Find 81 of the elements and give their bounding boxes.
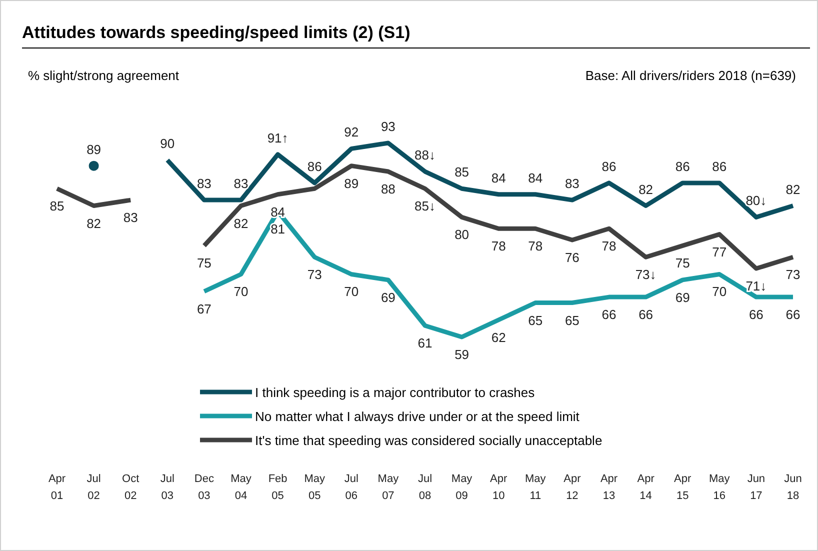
x-tick-label: Apr 14 [637, 473, 655, 502]
x-tick-label: May 04 [230, 473, 252, 502]
x-tick-label: Jun 18 [784, 473, 802, 502]
data-label: 82 [638, 182, 654, 197]
x-tick-label: Feb 05 [268, 473, 288, 502]
data-label: 84 [528, 170, 543, 186]
data-label: 88↓ [414, 148, 436, 163]
data-label: 76 [564, 250, 580, 265]
data-label: 66 [638, 307, 654, 322]
data-label: 92 [344, 124, 359, 140]
data-label: 77 [712, 244, 727, 260]
data-label: 71↓ [746, 278, 767, 294]
x-tick-label: Jul 08 [418, 473, 432, 502]
data-label: 90 [160, 136, 175, 152]
data-label: 65 [564, 312, 580, 328]
data-label: 66 [748, 307, 764, 322]
x-tick-label: Apr 13 [600, 473, 618, 502]
data-label: 82 [86, 216, 102, 231]
data-label: 89 [344, 176, 359, 191]
x-tick-label: Apr 01 [48, 473, 66, 502]
data-label: 70 [234, 284, 248, 300]
data-label: 81 [270, 221, 286, 236]
data-label: 75 [196, 256, 212, 271]
data-label: 78 [602, 238, 616, 254]
data-label: 86 [307, 158, 322, 174]
legend-label: It's time that speeding was considered socially unacceptable [255, 433, 602, 448]
x-tick-label: Jul 02 [86, 473, 101, 502]
data-label: 85 [50, 198, 64, 214]
data-label: 89 [86, 142, 102, 157]
x-tick-label: Apr 10 [490, 473, 508, 502]
x-tick-label: May 09 [451, 473, 473, 502]
data-label: 83 [234, 176, 248, 192]
data-label: 88 [380, 182, 396, 197]
data-label: 86 [675, 158, 690, 174]
data-label: 85↓ [414, 198, 436, 214]
data-label: 83 [123, 210, 138, 226]
data-label: 80↓ [746, 193, 767, 208]
data-label: 73 [307, 267, 322, 282]
text: Base: All drivers/riders 2018 (n=639) [585, 68, 796, 83]
data-label: 83 [564, 176, 580, 192]
x-tick-label: May 05 [304, 473, 326, 502]
y-axis-title: % slight/strong agreement [28, 68, 180, 83]
x-tick-label: Oct 02 [122, 473, 140, 502]
data-label: 61 [418, 336, 432, 351]
data-label: 75 [675, 256, 690, 271]
data-label: 86 [602, 158, 616, 174]
data-label: 78 [491, 238, 506, 254]
x-tick-label: May 11 [525, 473, 546, 502]
data-label: 93 [380, 119, 396, 134]
data-label: 78 [528, 238, 543, 254]
x-tick-label: Apr 12 [564, 473, 582, 502]
data-label: 73 [786, 267, 800, 282]
data-label: 66 [786, 307, 800, 322]
legend-label: I think speeding is a major contributor to crashes [255, 385, 536, 400]
x-tick-label: Jun 17 [747, 473, 766, 502]
data-label: 70 [712, 284, 727, 300]
data-label: 91↑ [267, 130, 288, 146]
x-tick-label: May 16 [709, 473, 730, 502]
x-tick-label: Jul 03 [160, 473, 174, 502]
data-label: 62 [491, 330, 506, 345]
data-label: 85 [454, 164, 470, 180]
x-tick-label: Dec 03 [194, 473, 214, 502]
data-label: 86 [712, 158, 727, 174]
data-label: 69 [675, 290, 690, 305]
data-label: 83 [196, 176, 212, 192]
data-label: 66 [602, 307, 616, 322]
data-label: 82 [786, 182, 800, 197]
legend-label: No matter what I always drive under or at the speed limit [255, 409, 580, 424]
data-label: 80 [454, 227, 470, 242]
data-label: 70 [344, 284, 359, 300]
data-label: 67 [196, 301, 212, 316]
x-tick-label: May 07 [378, 473, 400, 502]
data-label: 65 [528, 312, 543, 328]
data-label: 84 [491, 170, 506, 186]
data-label: 69 [380, 290, 396, 305]
chart-title: Attitudes towards speeding/speed limits (2) (S1) [22, 23, 410, 42]
data-label: 73↓ [635, 267, 656, 282]
data-label: 82 [234, 216, 248, 231]
x-tick-label: Jul 06 [344, 473, 358, 502]
x-tick-label: Apr 15 [674, 473, 692, 502]
data-label: 59 [454, 347, 470, 362]
